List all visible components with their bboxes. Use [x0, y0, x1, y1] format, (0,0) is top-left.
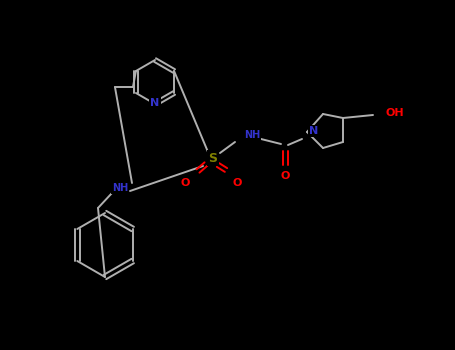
Text: O: O — [233, 178, 242, 188]
Text: NH: NH — [112, 183, 128, 193]
Text: S: S — [208, 152, 217, 164]
Text: O: O — [180, 178, 190, 188]
Text: N: N — [309, 126, 318, 136]
Text: OH: OH — [386, 108, 404, 118]
Text: NH: NH — [244, 130, 260, 140]
Text: O: O — [280, 171, 290, 181]
Text: N: N — [150, 98, 160, 108]
